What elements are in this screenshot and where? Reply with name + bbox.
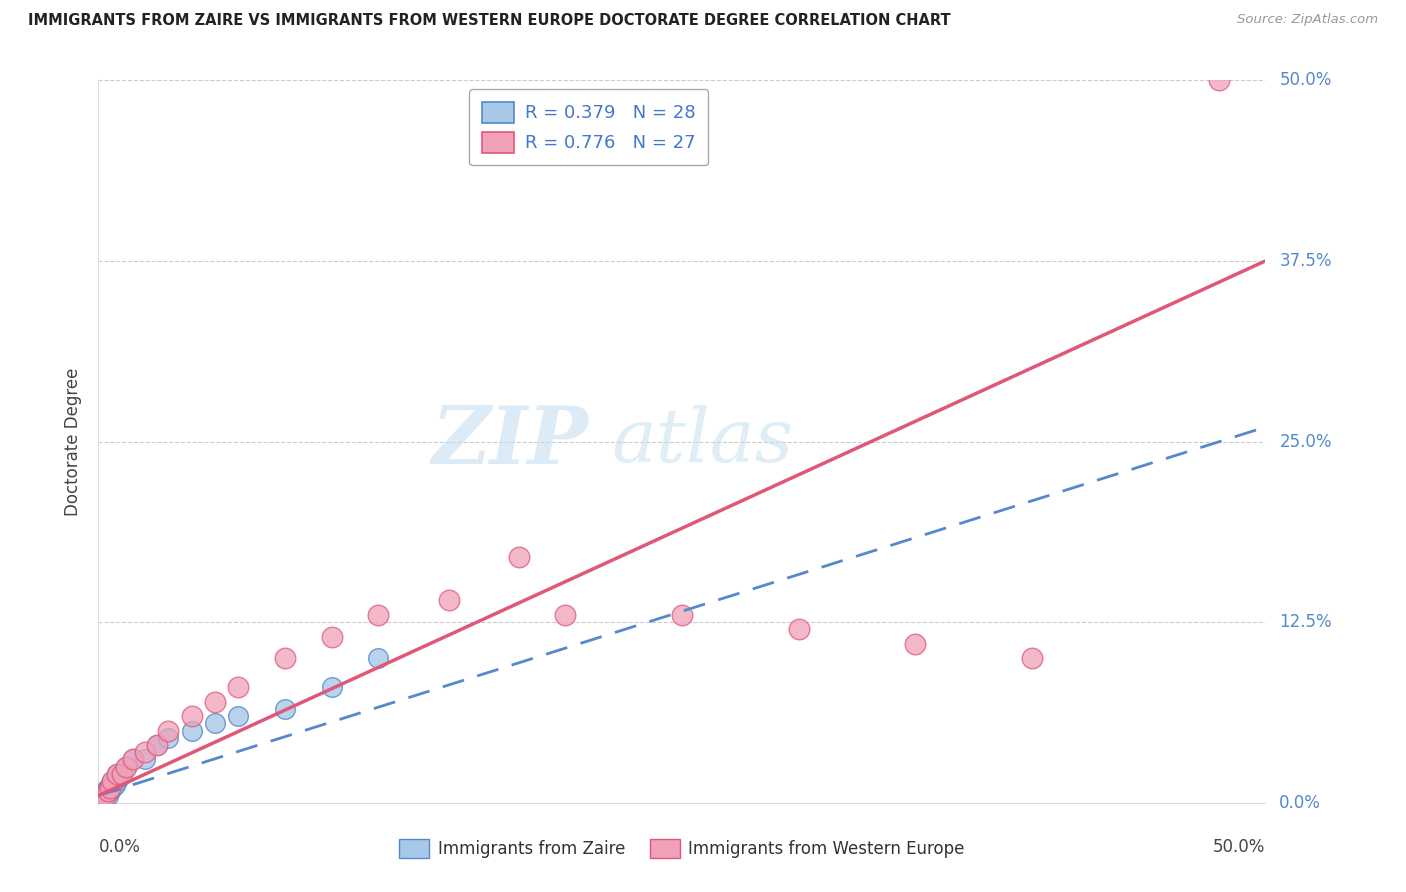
Point — [157, 731, 180, 745]
Point — [91, 789, 114, 803]
Text: atlas: atlas — [612, 405, 794, 478]
Point — [146, 738, 169, 752]
Point — [122, 752, 145, 766]
Point — [122, 752, 145, 766]
Point — [274, 702, 297, 716]
Point — [904, 637, 927, 651]
Point — [787, 623, 810, 637]
Point — [228, 709, 250, 723]
Point — [180, 723, 202, 738]
Point — [180, 709, 202, 723]
Point — [1021, 651, 1043, 665]
Text: 37.5%: 37.5% — [1279, 252, 1331, 270]
Point — [437, 593, 460, 607]
Point — [101, 781, 124, 796]
Point — [94, 789, 117, 803]
Point — [94, 784, 117, 798]
Point — [146, 738, 169, 752]
Point — [134, 752, 156, 766]
Point — [367, 607, 389, 622]
Point — [134, 745, 156, 759]
Point — [367, 651, 389, 665]
Text: 25.0%: 25.0% — [1279, 433, 1331, 450]
Point — [105, 767, 128, 781]
Point — [105, 767, 128, 781]
Y-axis label: Doctorate Degree: Doctorate Degree — [65, 368, 83, 516]
Text: 12.5%: 12.5% — [1279, 613, 1331, 632]
Point — [97, 784, 120, 798]
Point — [321, 680, 343, 694]
Point — [228, 680, 250, 694]
Point — [157, 723, 180, 738]
Point — [97, 781, 120, 796]
Point — [98, 781, 121, 796]
Point — [1208, 73, 1230, 87]
Text: 0.0%: 0.0% — [98, 838, 141, 855]
Point — [91, 791, 114, 805]
Point — [321, 630, 343, 644]
Point — [104, 774, 127, 789]
Point — [554, 607, 576, 622]
Point — [101, 774, 124, 789]
Point — [105, 774, 128, 789]
Text: 50.0%: 50.0% — [1213, 838, 1265, 855]
Text: Source: ZipAtlas.com: Source: ZipAtlas.com — [1237, 13, 1378, 27]
Point — [671, 607, 693, 622]
Text: ZIP: ZIP — [432, 403, 589, 480]
Point — [108, 770, 131, 784]
Point — [98, 784, 121, 798]
Point — [115, 760, 138, 774]
Point — [204, 695, 226, 709]
Point — [115, 760, 138, 774]
Point — [101, 774, 124, 789]
Point — [274, 651, 297, 665]
Point — [204, 716, 226, 731]
Point — [104, 779, 127, 793]
Point — [97, 789, 120, 803]
Text: 0.0%: 0.0% — [1279, 794, 1322, 812]
Legend: R = 0.379   N = 28, R = 0.776   N = 27: R = 0.379 N = 28, R = 0.776 N = 27 — [470, 89, 709, 165]
Point — [111, 767, 134, 781]
Text: IMMIGRANTS FROM ZAIRE VS IMMIGRANTS FROM WESTERN EUROPE DOCTORATE DEGREE CORRELA: IMMIGRANTS FROM ZAIRE VS IMMIGRANTS FROM… — [28, 13, 950, 29]
Point — [90, 796, 112, 810]
Point — [90, 796, 112, 810]
Point — [94, 789, 117, 803]
Point — [91, 789, 114, 803]
Text: 50.0%: 50.0% — [1279, 71, 1331, 89]
Point — [508, 550, 530, 565]
Point — [111, 767, 134, 781]
Point — [98, 779, 121, 793]
